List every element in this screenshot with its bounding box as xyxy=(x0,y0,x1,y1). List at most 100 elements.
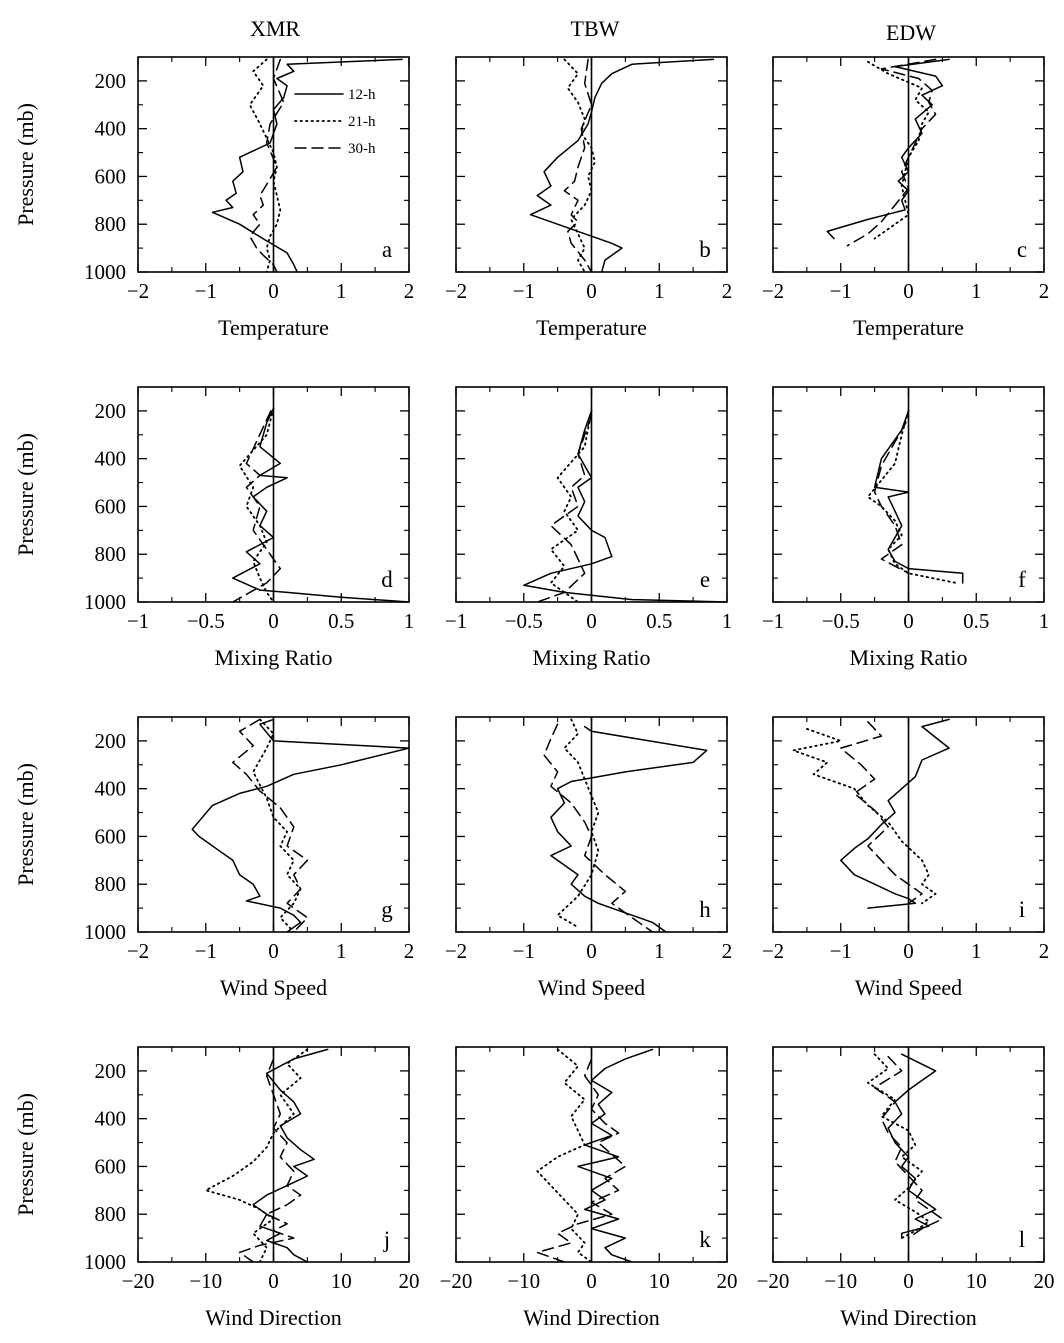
y-tick-label: 600 xyxy=(95,494,127,518)
panel-letter: a xyxy=(382,237,392,262)
x-axis-label: Mixing Ratio xyxy=(850,645,968,670)
x-axis-label: Wind Speed xyxy=(855,975,962,1000)
series-12-h-line xyxy=(840,718,950,909)
series-30-h-line xyxy=(840,721,923,905)
column-title-xmr: XMR xyxy=(250,16,300,41)
x-tick-label: −0.5 xyxy=(822,609,860,633)
y-tick-label: 200 xyxy=(95,399,127,423)
x-tick-label: 10 xyxy=(331,1269,352,1293)
series-12-h-line xyxy=(191,718,409,932)
x-tick-label: 0.5 xyxy=(963,609,989,633)
legend-label-21-h: 21-h xyxy=(348,114,376,130)
series-21-h-line xyxy=(792,728,937,905)
x-tick-label: 1 xyxy=(722,609,733,633)
x-tick-label: −1 xyxy=(830,279,852,303)
y-tick-label: 1000 xyxy=(84,590,126,614)
x-tick-label: −1 xyxy=(830,939,852,963)
x-axis-label: Temperature xyxy=(218,315,329,340)
panel-letter: c xyxy=(1017,237,1027,262)
series-21-h-line xyxy=(550,409,593,602)
series-30-h-line xyxy=(232,410,282,602)
x-tick-label: −2 xyxy=(762,279,784,303)
panel-letter: b xyxy=(699,237,711,262)
series-30-h-line xyxy=(249,58,285,272)
x-tick-label: −1 xyxy=(127,609,149,633)
series-21-h-line xyxy=(248,58,282,272)
x-tick-label: −20 xyxy=(440,1269,473,1293)
panel-d: −1 −0.5 0 0.5 1 200 400 600 800 1000 Pressure (mb)… xyxy=(13,386,414,670)
y-tick-label: 800 xyxy=(95,872,127,896)
series-30-h-line xyxy=(238,1058,302,1262)
x-tick-label: −1 xyxy=(195,939,217,963)
x-tick-label: 0 xyxy=(903,1269,914,1293)
series-group xyxy=(867,409,964,584)
panel-letter: e xyxy=(700,567,710,592)
series-12-h-line xyxy=(232,407,409,602)
x-tick-label: 0 xyxy=(586,1269,597,1293)
x-tick-label: 1 xyxy=(654,939,665,963)
x-tick-label: 0 xyxy=(903,939,914,963)
x-tick-label: −2 xyxy=(127,279,149,303)
x-tick-label: −10 xyxy=(824,1269,857,1293)
panel-i: −2 −1 0 1 2 Wind Speed i xyxy=(762,716,1049,1000)
x-tick-label: −0.5 xyxy=(187,609,225,633)
x-tick-label: 20 xyxy=(1034,1269,1055,1293)
series-12-h-line xyxy=(577,1048,654,1262)
y-tick-label: 1000 xyxy=(84,920,126,944)
panel-l: −20 −10 0 10 20 Wind Direction l xyxy=(757,1046,1055,1330)
x-tick-label: 2 xyxy=(722,939,733,963)
y-tick-label: 800 xyxy=(95,542,127,566)
y-tick-label: 400 xyxy=(95,777,127,801)
series-group xyxy=(232,407,409,602)
panel-k: −20 −10 0 10 20 Wind Direction k xyxy=(440,1046,738,1330)
x-tick-label: 2 xyxy=(404,279,415,303)
series-21-h-line xyxy=(238,407,275,602)
panel-letter: f xyxy=(1018,567,1026,592)
y-axis-label: Pressure (mb) xyxy=(13,103,38,226)
series-21-h-line xyxy=(204,1048,309,1262)
x-tick-label: −10 xyxy=(507,1269,540,1293)
series-30-h-line xyxy=(873,1055,944,1239)
legend-label-30-h: 30-h xyxy=(348,141,376,157)
series-21-h-line xyxy=(536,1048,593,1262)
x-tick-label: −2 xyxy=(762,939,784,963)
panel-h: −2 −1 0 1 2 Wind Speed h xyxy=(445,716,733,1000)
series-30-h-line xyxy=(536,414,593,602)
panel-e: −1 −0.5 0 0.5 1 Mixing Ratio e xyxy=(445,386,733,670)
series-12-h-line xyxy=(252,1048,329,1262)
series-12-h-line xyxy=(550,725,708,932)
panel-letter: d xyxy=(381,567,393,592)
series-12-h-line xyxy=(826,58,950,240)
y-tick-label: 200 xyxy=(95,69,127,93)
panel-letter: k xyxy=(699,1227,711,1252)
x-tick-label: −1 xyxy=(445,609,467,633)
y-tick-label: 800 xyxy=(95,1202,127,1226)
x-tick-label: 0 xyxy=(586,609,597,633)
x-tick-label: 0 xyxy=(903,279,914,303)
series-12-h-line xyxy=(887,1053,937,1239)
series-30-h-line xyxy=(873,422,910,575)
series-21-h-line xyxy=(867,60,930,240)
legend-label-12-h: 12-h xyxy=(348,87,376,103)
series-21-h-line xyxy=(563,58,596,272)
series-group xyxy=(523,409,727,602)
y-tick-label: 200 xyxy=(95,1059,127,1083)
x-axis-label: Mixing Ratio xyxy=(215,645,333,670)
x-tick-label: 0 xyxy=(586,279,597,303)
x-tick-label: −1 xyxy=(762,609,784,633)
series-group xyxy=(792,718,950,909)
x-tick-label: −2 xyxy=(127,939,149,963)
x-tick-label: −1 xyxy=(513,939,535,963)
panel-letter: i xyxy=(1019,897,1025,922)
x-tick-label: 0 xyxy=(268,609,279,633)
column-title-edw: EDW xyxy=(886,20,936,45)
y-axis-label: Pressure (mb) xyxy=(13,1093,38,1216)
x-tick-label: 10 xyxy=(649,1269,670,1293)
series-group xyxy=(529,58,715,272)
series-group xyxy=(536,1048,654,1262)
x-tick-label: 2 xyxy=(404,939,415,963)
series-12-h-line xyxy=(523,410,727,602)
x-axis-label: Wind Speed xyxy=(538,975,645,1000)
panel-letter: h xyxy=(699,897,711,922)
